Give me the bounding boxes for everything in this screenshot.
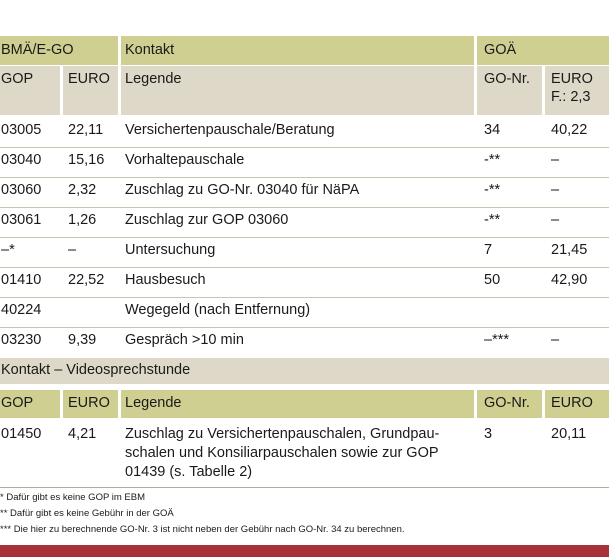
- subheader-euro: EURO: [68, 71, 110, 87]
- cell-gop: 03060: [1, 182, 42, 198]
- table-header-row: BMÄ/E-GO Kontakt GOÄ: [0, 36, 609, 65]
- cell-gop: 03061: [1, 212, 42, 228]
- cell-go-euro: –: [551, 152, 560, 168]
- cell-euro: 2,32: [68, 182, 97, 198]
- cell-legende: Zuschlag zu GO-Nr. 03040 für NäPA: [125, 182, 360, 198]
- cell-legende: Hausbesuch: [125, 272, 206, 288]
- cell-gop: 01450: [1, 426, 42, 442]
- cell-go-nr: 34: [484, 122, 501, 138]
- header-bmae: BMÄ/E-GO: [1, 42, 74, 58]
- footnote-2: ** Dafür gibt es keine Gebühr in der GOÄ: [0, 508, 174, 519]
- cell-gop: 01410: [1, 272, 42, 288]
- cell-legende: Gespräch >10 min: [125, 332, 244, 348]
- cell-legende: Wegegeld (nach Entfernung): [125, 302, 311, 318]
- cell-gop: –*: [1, 242, 15, 258]
- cell-gop: 03230: [1, 332, 42, 348]
- cell-go-nr: –***: [484, 332, 509, 348]
- subheader-go-nr: GO-Nr.: [484, 71, 530, 87]
- cell-go-nr: -**: [484, 152, 501, 168]
- subheader-gop: GOP: [1, 71, 34, 87]
- table-row: 01450 4,21 Zuschlag zu Versichertenpausc…: [0, 421, 609, 487]
- header-kontakt: Kontakt: [125, 42, 175, 58]
- cell-euro: 22,11: [68, 122, 104, 138]
- cell-legende: Vorhaltepauschale: [125, 152, 245, 168]
- table-row: 03040 15,16 Vorhaltepauschale -** –: [0, 148, 609, 178]
- cell-gop: 40224: [1, 302, 42, 318]
- cell-legende-line1: Zuschlag zu Versichertenpauschalen, Grun…: [125, 426, 440, 442]
- cell-euro: 22,52: [68, 272, 105, 288]
- video-subheader-legende: Legende: [125, 395, 182, 411]
- cell-legende-line3: 01439 (s. Tabelle 2): [125, 464, 253, 480]
- cell-go-nr: -**: [484, 182, 501, 198]
- table-row: 03230 9,39 Gespräch >10 min –*** –: [0, 328, 609, 358]
- cell-go-euro: 21,45: [551, 242, 588, 258]
- video-section-title-row: Kontakt – Videosprechstunde: [0, 358, 609, 384]
- subheader-euro-f-line2: F.: 2,3: [551, 89, 591, 105]
- video-subheader-go-nr: GO-Nr.: [484, 395, 530, 411]
- table-row: 03060 2,32 Zuschlag zu GO-Nr. 03040 für …: [0, 178, 609, 208]
- cell-gop: 03040: [1, 152, 42, 168]
- cell-euro: 9,39: [68, 332, 97, 348]
- video-section-title: Kontakt – Videosprechstunde: [1, 362, 191, 378]
- cell-go-euro: 20,11: [551, 426, 587, 442]
- table-subheader-row: GOP EURO Legende GO-Nr. EURO F.: 2,3: [0, 66, 609, 115]
- cell-go-euro: –: [551, 182, 560, 198]
- cell-go-euro: 40,22: [551, 122, 588, 138]
- video-subheader-go-euro: EURO: [551, 395, 593, 411]
- cell-go-euro: –: [551, 332, 560, 348]
- cell-legende: Versichertenpauschale/Beratung: [125, 122, 335, 138]
- cell-euro: –: [68, 242, 77, 258]
- header-goae: GOÄ: [484, 42, 517, 58]
- table-row: 40224 Wegegeld (nach Entfernung): [0, 298, 609, 328]
- cell-go-nr: 50: [484, 272, 501, 288]
- cell-euro: 4,21: [68, 426, 97, 442]
- table-row: 01410 22,52 Hausbesuch 50 42,90: [0, 268, 609, 298]
- video-subheader-row: GOP EURO Legende GO-Nr. EURO: [0, 390, 609, 418]
- cell-euro: 15,16: [68, 152, 105, 168]
- cell-legende-line2: schalen und Konsiliarpauschalen sowie zu…: [125, 445, 439, 461]
- cell-go-nr: 7: [484, 242, 493, 258]
- cell-legende: Untersuchung: [125, 242, 216, 258]
- cell-go-euro: –: [551, 212, 560, 228]
- bottom-accent-bar: [0, 545, 609, 557]
- cell-euro: 1,26: [68, 212, 97, 228]
- subheader-euro-f-line1: EURO: [551, 71, 593, 87]
- subheader-legende: Legende: [125, 71, 182, 87]
- cell-go-nr: -**: [484, 212, 501, 228]
- video-subheader-euro: EURO: [68, 395, 110, 411]
- cell-gop: 03005: [1, 122, 42, 138]
- footnote-1: * Dafür gibt es keine GOP im EBM: [0, 492, 146, 503]
- cell-go-euro: 42,90: [551, 272, 588, 288]
- table-row: 03061 1,26 Zuschlag zur GOP 03060 -** –: [0, 208, 609, 238]
- cell-go-nr: 3: [484, 426, 493, 442]
- footnote-3: *** Die hier zu berechnende GO-Nr. 3 ist…: [0, 524, 405, 535]
- table-row: 03005 22,11 Versichertenpauschale/Beratu…: [0, 118, 609, 148]
- table-row: –* – Untersuchung 7 21,45: [0, 238, 609, 268]
- cell-legende: Zuschlag zur GOP 03060: [125, 212, 289, 228]
- video-subheader-gop: GOP: [1, 395, 34, 411]
